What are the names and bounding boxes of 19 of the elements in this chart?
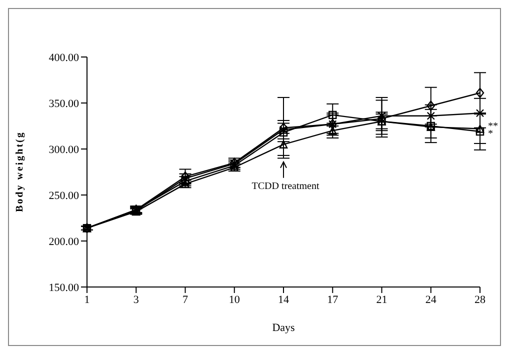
y-tick-label: 350.00 [48,98,80,110]
y-tick-label: 200.00 [48,236,80,248]
x-axis-title: Days [272,322,295,334]
annotation: * [488,128,493,140]
x-tick-label: 24 [425,294,437,306]
y-tick-label: 400.00 [48,52,80,64]
x-tick-label: 17 [327,294,339,306]
y-tick-label: 250.00 [48,190,80,202]
x-tick-label: 1 [84,294,90,306]
x-tick-label: 14 [278,294,290,306]
x-tick-label: 7 [182,294,188,306]
y-tick-label: 300.00 [48,144,80,156]
y-tick-label: 150.00 [48,282,80,294]
x-tick-label: 21 [376,294,388,306]
annotation: TCDD treatment [252,180,320,192]
y-axis-title: Body weight(g [14,131,26,212]
x-tick-label: 28 [474,294,486,306]
x-tick-label: 10 [228,294,240,306]
x-tick-label: 3 [133,294,140,306]
